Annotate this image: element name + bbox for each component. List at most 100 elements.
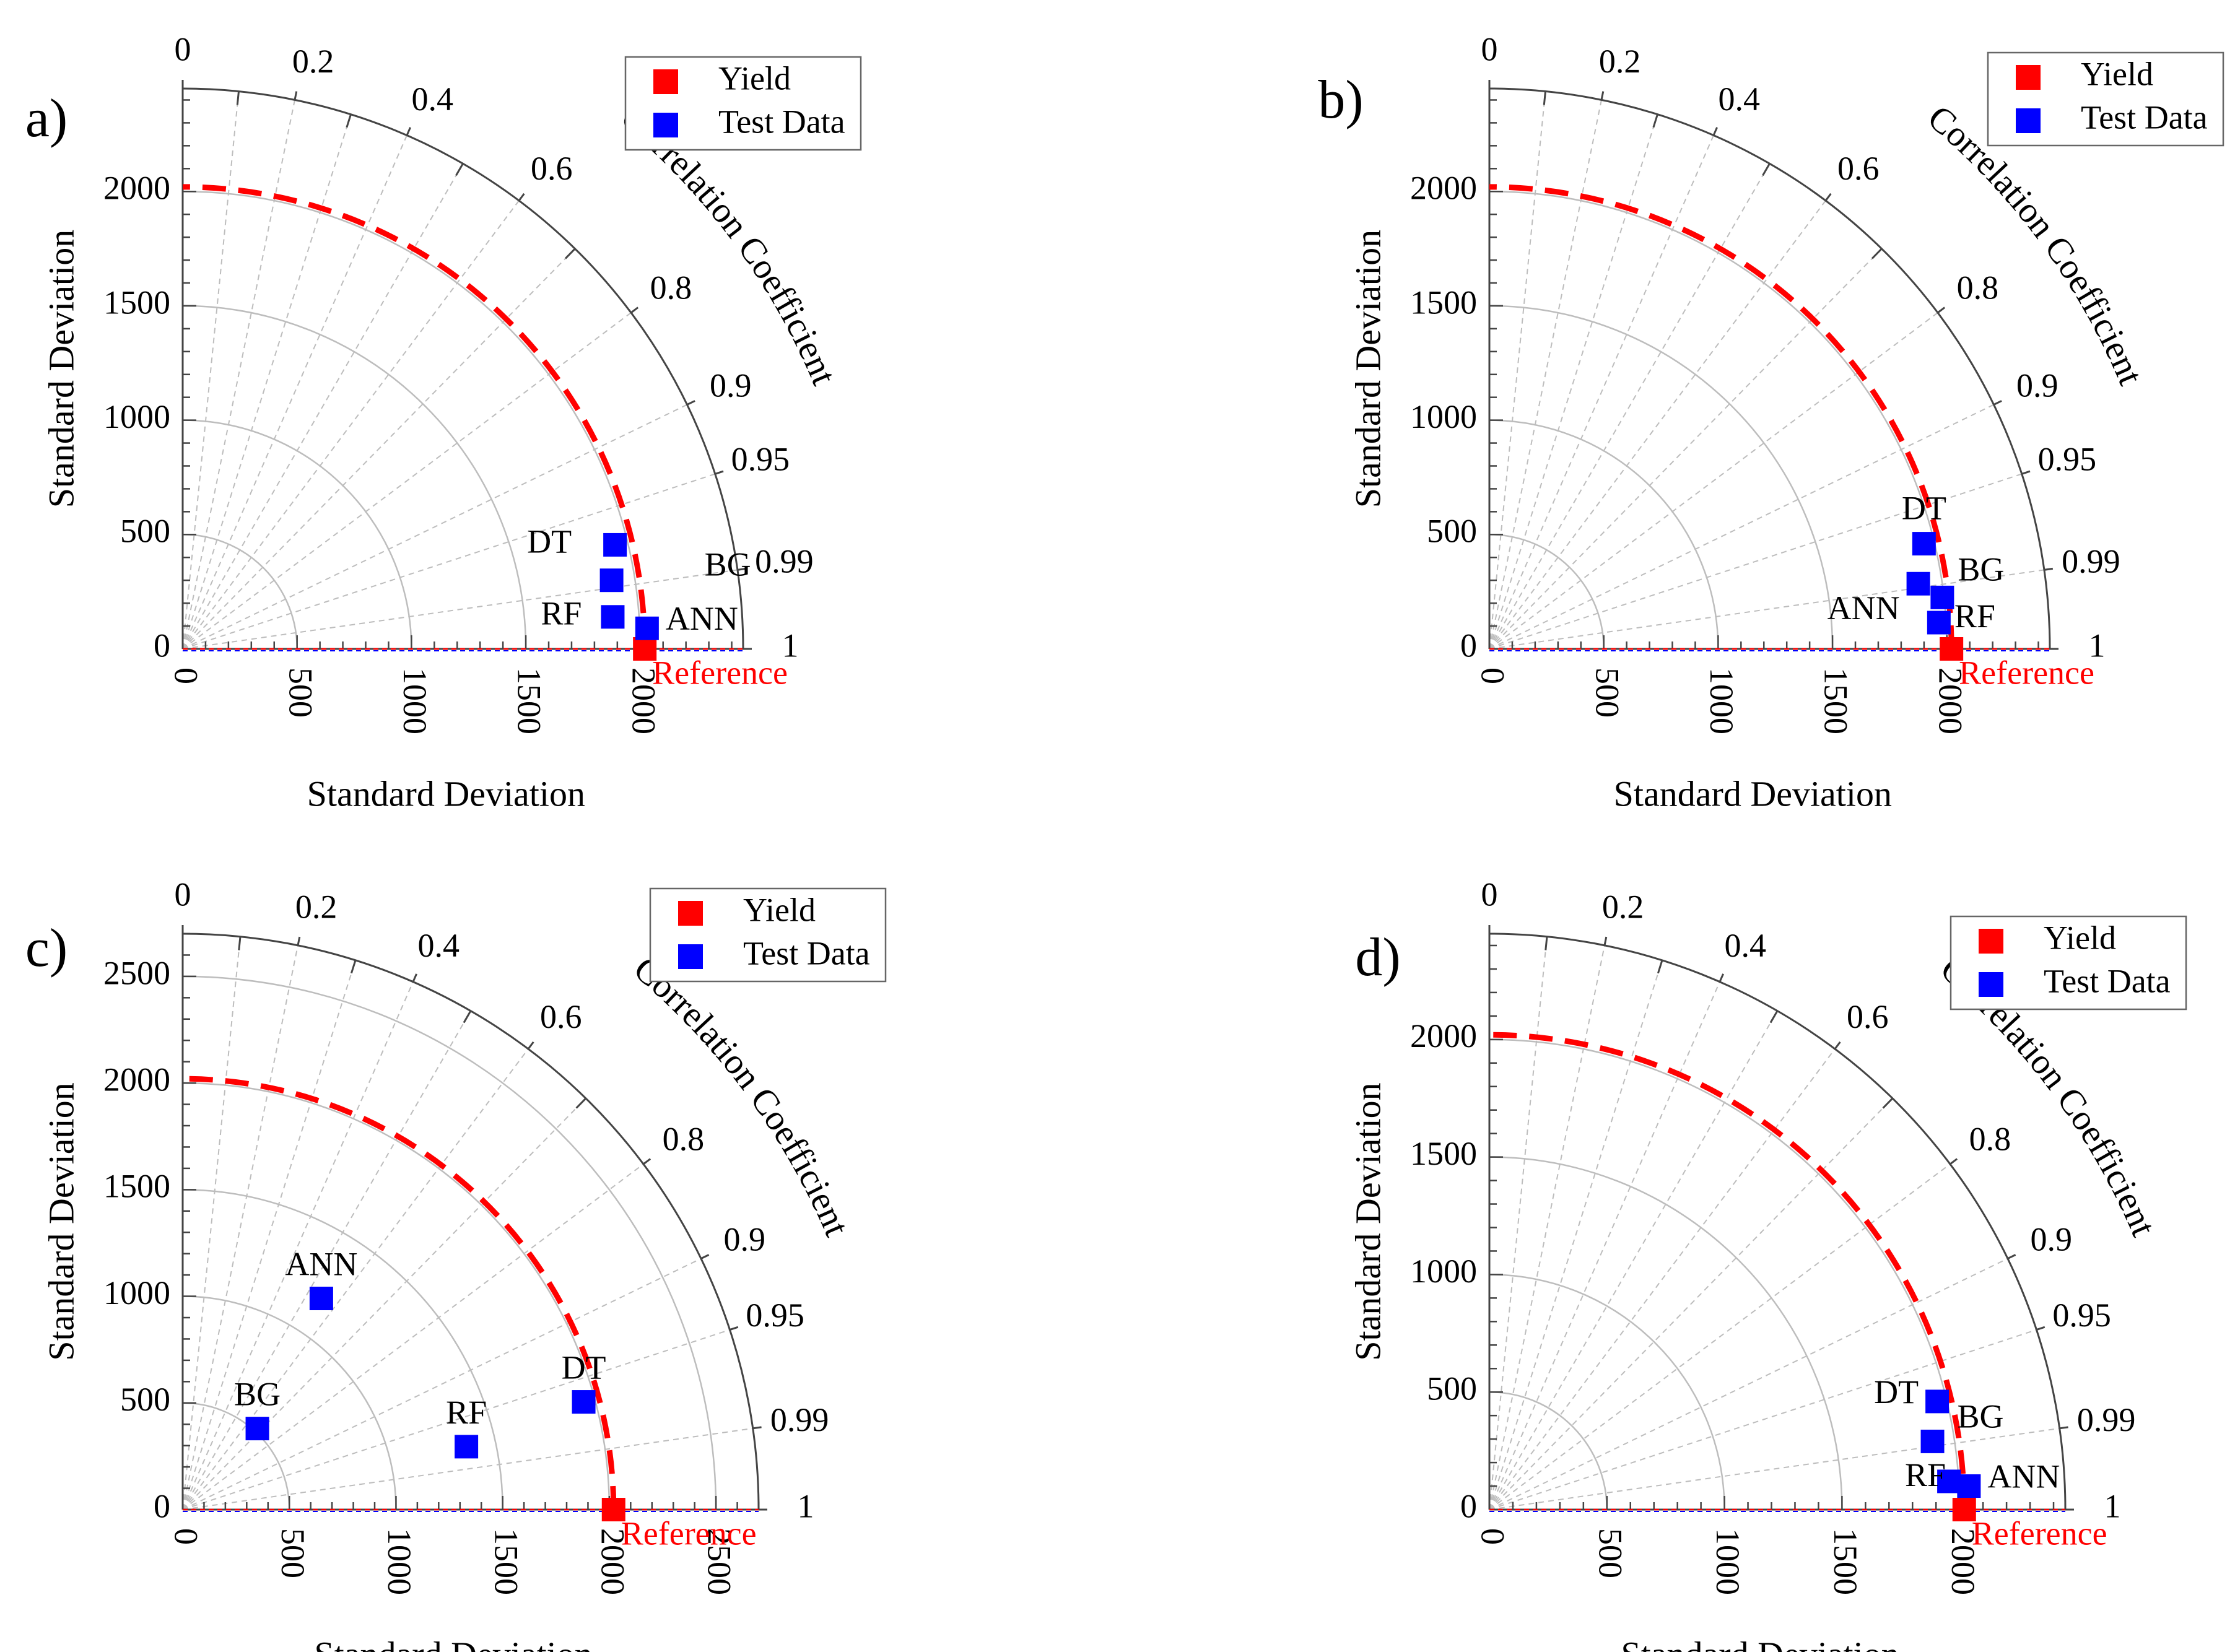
point-label-rf: RF — [1954, 598, 1995, 635]
point-dt — [603, 533, 627, 557]
correlation-ray — [1489, 1011, 1778, 1510]
correlation-major-tick — [1719, 973, 1724, 983]
point-ann — [1957, 1474, 1981, 1498]
x-tick-label: 0 — [168, 1528, 205, 1545]
std-grid-arc — [1489, 190, 1948, 650]
correlation-major-tick — [294, 91, 298, 100]
x-tick-label: 0 — [1475, 667, 1512, 684]
point-bg — [245, 1417, 269, 1441]
point-label-ann: ANN — [666, 600, 738, 637]
x-tick-label: 500 — [1592, 1528, 1629, 1578]
std-grid-arc — [182, 419, 412, 650]
legend-test-swatch — [678, 944, 703, 969]
correlation-tick-label: 0.6 — [540, 998, 582, 1035]
y-tick-label: 1500 — [1410, 284, 1477, 321]
correlation-major-tick — [1834, 1041, 1841, 1050]
point-bg — [1920, 1429, 1945, 1453]
correlation-minor-tick — [1882, 1097, 1894, 1109]
correlation-ray — [1489, 1329, 2037, 1510]
x-tick-label: 2000 — [625, 667, 662, 734]
correlation-ray — [182, 569, 738, 650]
correlation-tick-label: 0.4 — [411, 80, 453, 118]
x-axis-title: Standard Deviation — [1621, 1634, 1899, 1652]
arc-label-text: Correlation Coefficient — [626, 949, 857, 1242]
y-tick-label: 500 — [1427, 1370, 1477, 1407]
legend-test-swatch — [1979, 972, 2003, 997]
y-tick-label: 1000 — [103, 1274, 170, 1311]
correlation-ray — [1489, 91, 1546, 650]
correlation-ray — [1489, 936, 1548, 1510]
correlation-major-tick — [2036, 1326, 2045, 1331]
point-label-dt: DT — [1902, 489, 1946, 526]
correlation-minor-tick — [463, 1010, 472, 1024]
legend-test-label: Test Data — [743, 934, 870, 972]
legend-yield-swatch — [678, 901, 703, 926]
point-label-bg: BG — [234, 1376, 281, 1413]
point-dt — [1912, 532, 1936, 556]
correlation-major-tick — [2021, 470, 2031, 475]
correlation-tick-label: 0.8 — [663, 1121, 705, 1158]
correlation-tick-label: 0 — [175, 876, 191, 913]
correlation-minor-tick — [565, 248, 576, 259]
x-axis-title: Standard Deviation — [314, 1634, 592, 1652]
legend-test-swatch — [653, 113, 678, 137]
std-grid-arc — [1489, 1274, 1725, 1510]
y-tick-label: 2000 — [103, 170, 170, 207]
y-tick-label: 500 — [120, 513, 170, 550]
reference-label: Reference — [1972, 1515, 2107, 1552]
std-grid-arc — [1489, 534, 1605, 650]
point-rf — [1937, 1469, 1961, 1493]
correlation-ray — [182, 91, 240, 650]
correlation-minor-tick — [346, 114, 352, 128]
point-rf — [1927, 611, 1951, 635]
correlation-ray — [1489, 200, 1826, 650]
correlation-ray — [182, 960, 356, 1510]
correlation-tick-label: 0.8 — [1969, 1121, 2011, 1158]
correlation-major-tick — [686, 400, 695, 406]
x-tick-label: 2000 — [1932, 667, 1969, 734]
y-tick-label: 2500 — [103, 954, 170, 991]
correlation-ray — [1489, 248, 1883, 650]
std-grid-arc — [182, 1189, 503, 1510]
reference-std-arc — [182, 184, 648, 650]
correlation-ray — [182, 1427, 753, 1510]
y-axis-title: Standard Deviation — [41, 1082, 81, 1360]
point-label-bg: BG — [1958, 550, 2004, 588]
taylor-panel-2: b) 0 0.2 0.4 0.6 0.8 0.9 0.95 0.99 1 0 0 500 500 1000 1… — [1318, 30, 2224, 814]
outer-arc — [1489, 87, 2051, 650]
point-label-dt: DT — [527, 523, 572, 560]
correlation-minor-tick — [236, 91, 240, 105]
correlation-major-tick — [630, 306, 639, 314]
x-tick-label: 1500 — [1818, 667, 1855, 734]
correlation-ray — [182, 248, 576, 650]
correlation-tick-label: 0.2 — [292, 43, 334, 80]
correlation-ray — [182, 945, 298, 1510]
correlation-minor-tick — [350, 960, 357, 974]
correlation-tick-label: 0.4 — [1718, 80, 1760, 118]
correlation-ray — [182, 1011, 471, 1510]
correlation-tick-label: 0.8 — [650, 269, 692, 306]
correlation-ray — [1489, 1258, 2008, 1510]
correlation-minor-tick — [1769, 1010, 1779, 1024]
correlation-tick-label: 0.95 — [746, 1297, 804, 1334]
reference-label: Reference — [652, 654, 788, 691]
y-tick-label: 1000 — [1410, 1253, 1477, 1290]
correlation-ray — [182, 100, 295, 650]
correlation-minor-tick — [1652, 114, 1658, 128]
y-tick-label: 1500 — [1410, 1135, 1477, 1172]
correlation-tick-label: 0.9 — [2030, 1221, 2072, 1258]
x-tick-label: 500 — [1588, 667, 1626, 718]
correlation-tick-label: 0.99 — [2062, 543, 2120, 580]
correlation-tick-label: 0.4 — [1724, 927, 1766, 964]
correlation-major-tick — [730, 1326, 739, 1331]
reference-std-arc — [182, 1076, 617, 1510]
panel-label: d) — [1355, 928, 1400, 988]
panel-label: a) — [25, 89, 68, 149]
correlation-minor-tick — [1871, 248, 1883, 259]
correlation-tick-label: 0.99 — [770, 1401, 829, 1438]
point-label-rf: RF — [446, 1394, 487, 1431]
y-tick-label: 1500 — [103, 284, 170, 321]
taylor-panel-4: d) 0 0.2 0.4 0.6 0.8 0.9 0.95 0.99 1 0 0 500 500 1000 1… — [1348, 876, 2187, 1652]
y-axis-title: Standard Deviation — [41, 230, 81, 508]
correlation-ray — [1489, 404, 1994, 650]
